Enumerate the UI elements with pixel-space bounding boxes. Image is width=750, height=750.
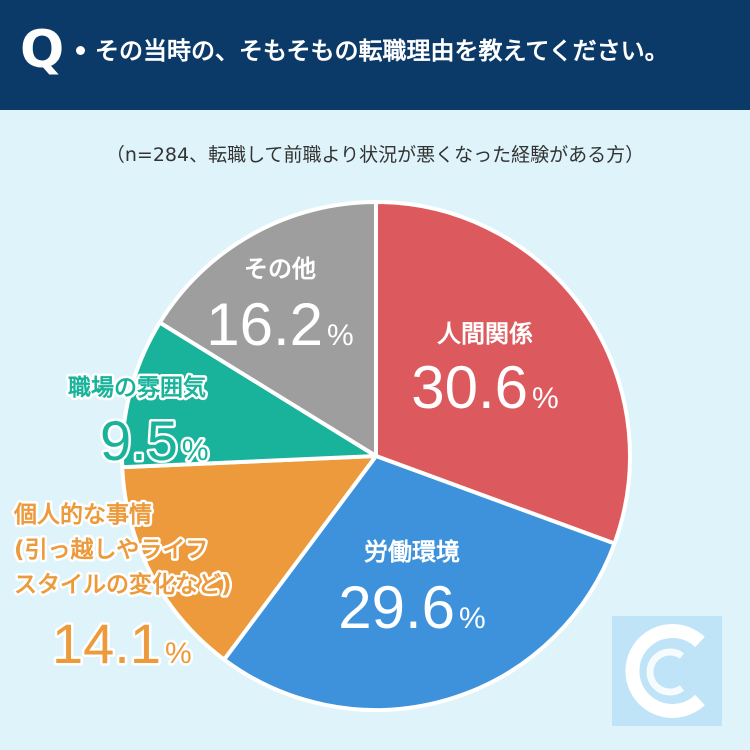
pie-slice [222, 454, 617, 712]
slice-label: (引っ越しやライフ [14, 537, 208, 563]
slice-label: スタイルの変化など) [14, 571, 232, 598]
pie-slice [157, 200, 378, 458]
slice-value-label: 9.5% [100, 409, 209, 472]
pie-slice [120, 454, 378, 662]
q-dot [76, 46, 85, 55]
pie-slice [120, 320, 378, 470]
slice-value-label: 30.6% [411, 354, 558, 421]
slice-label: その他 [244, 255, 316, 283]
slice-label: 労働環境 [364, 538, 460, 566]
slice-label: 個人的な事情 [13, 501, 152, 528]
q-mark: Q [20, 20, 65, 80]
slice-label: 人間関係 [437, 320, 533, 348]
slice-value-label: 29.6% [338, 574, 485, 641]
slice-value-label: 14.1% [52, 612, 192, 675]
question-text: その当時の、そもそもの転職理由を教えてください。 [95, 37, 669, 65]
question-header: Q その当時の、そもそもの転職理由を教えてください。 [0, 0, 750, 110]
slice-value-label: 16.2% [206, 291, 353, 358]
brand-logo-icon [612, 616, 722, 726]
slice-label: 職場の雰囲気 [68, 374, 206, 401]
sample-note: （n=284、転職して前職より状況が悪くなった経験がある方） [105, 144, 645, 166]
pie-slice [374, 200, 632, 546]
